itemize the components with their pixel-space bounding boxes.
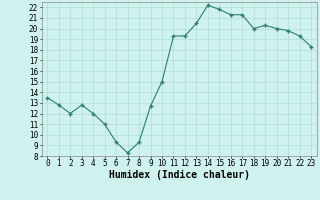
X-axis label: Humidex (Indice chaleur): Humidex (Indice chaleur) [109, 170, 250, 180]
